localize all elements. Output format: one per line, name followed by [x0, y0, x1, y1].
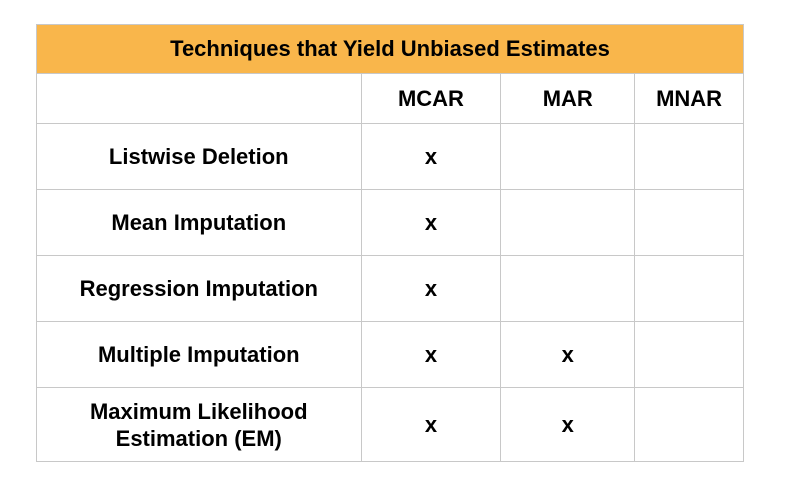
technique-cell: Listwise Deletion — [37, 124, 362, 189]
header-cell-mnar: MNAR — [635, 74, 744, 123]
mcar-cell: x — [362, 256, 502, 321]
table-grid: MCAR MAR MNAR Listwise Deletion x Mean I… — [36, 74, 744, 462]
table-title: Techniques that Yield Unbiased Estimates — [36, 24, 744, 74]
table-row: Regression Imputation x — [37, 256, 744, 322]
mnar-cell — [635, 256, 744, 321]
mar-cell — [501, 124, 636, 189]
technique-cell: Mean Imputation — [37, 190, 362, 255]
header-cell-empty — [37, 74, 362, 123]
table-row: Listwise Deletion x — [37, 124, 744, 190]
technique-line: Maximum Likelihood — [89, 399, 308, 424]
technique-cell: Maximum Likelihood Estimation (EM) — [37, 388, 362, 462]
technique-cell: Multiple Imputation — [37, 322, 362, 387]
header-cell-mar: MAR — [501, 74, 636, 123]
technique-line: Estimation (EM) — [115, 426, 282, 451]
mcar-cell: x — [362, 124, 502, 189]
mar-cell — [501, 256, 636, 321]
header-cell-mcar: MCAR — [362, 74, 502, 123]
techniques-table: Techniques that Yield Unbiased Estimates… — [36, 24, 744, 462]
table-row: Mean Imputation x — [37, 190, 744, 256]
mcar-cell: x — [362, 322, 502, 387]
mar-cell — [501, 190, 636, 255]
mnar-cell — [635, 124, 744, 189]
mar-cell: x — [501, 322, 636, 387]
mcar-cell: x — [362, 388, 502, 462]
mnar-cell — [635, 322, 744, 387]
mcar-cell: x — [362, 190, 502, 255]
table-row: Multiple Imputation x x — [37, 322, 744, 388]
technique-cell: Regression Imputation — [37, 256, 362, 321]
mar-cell: x — [501, 388, 636, 462]
header-row: MCAR MAR MNAR — [37, 74, 744, 124]
mnar-cell — [635, 388, 744, 462]
table-row: Maximum Likelihood Estimation (EM) x x — [37, 388, 744, 462]
mnar-cell — [635, 190, 744, 255]
